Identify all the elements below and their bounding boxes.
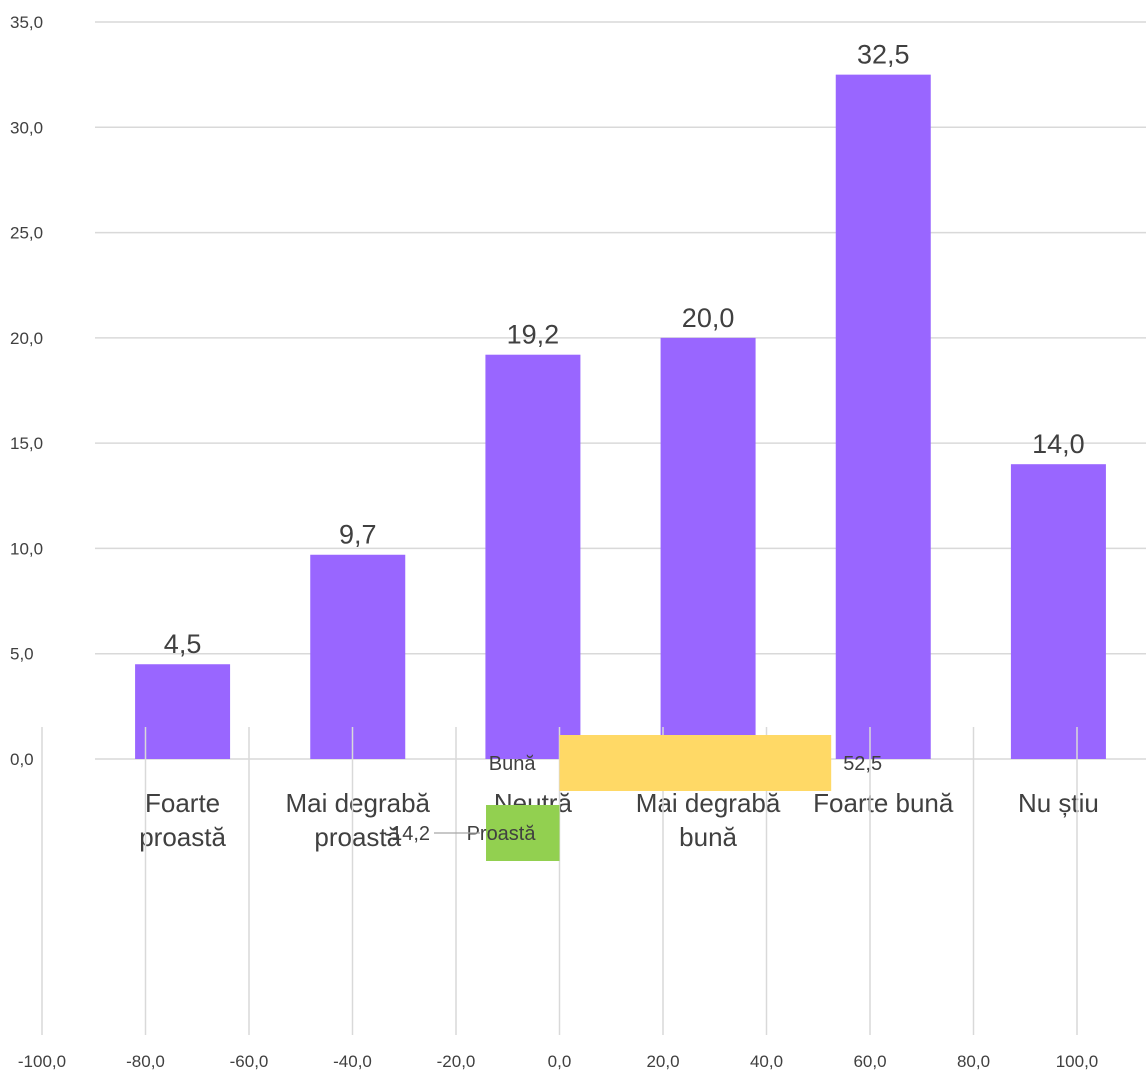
x-tick-label: -20,0 <box>437 1052 476 1071</box>
x-tick-label: 20,0 <box>646 1052 679 1071</box>
x-category-label: Nu știu <box>1018 788 1099 818</box>
bar <box>660 337 756 759</box>
y-tick-label: 25,0 <box>10 224 43 243</box>
hbar <box>486 805 560 861</box>
x-category-label: proastă <box>314 822 401 852</box>
bar <box>835 74 931 759</box>
bar-value-label: 20,0 <box>682 303 735 333</box>
bar <box>135 664 231 759</box>
y-tick-label: 20,0 <box>10 329 43 348</box>
bar <box>485 354 581 759</box>
hbar-value-label: 52,5 <box>843 753 882 775</box>
horizontal-bar-chart: -100,0 -80,0 -60,0 -40,0 -20,0 0,0 20,0 40,0 60,… <box>18 727 1098 1071</box>
y-tick-label: 10,0 <box>10 539 43 558</box>
x-tick-label: 60,0 <box>853 1052 886 1071</box>
x-tick-label: 40,0 <box>750 1052 783 1071</box>
y-tick-label: 35,0 <box>10 13 43 32</box>
x-category-label: Mai degrabă <box>285 788 430 818</box>
bar-value-label: 4,5 <box>164 629 202 659</box>
bar-value-label: 14,0 <box>1032 429 1085 459</box>
x-tick-label: -80,0 <box>126 1052 165 1071</box>
x-tick-label: 0,0 <box>548 1052 572 1071</box>
bar-value-label: 9,7 <box>339 520 377 550</box>
bar-value-label: 19,2 <box>507 320 560 350</box>
x-category-label: bună <box>679 822 737 852</box>
hbar-category-label: Bună <box>489 753 537 775</box>
vertical-bar-chart: 0,0 5,0 10,0 15,0 20,0 25,0 30,0 35,0 4,5 Foarte p… <box>10 13 1146 852</box>
bar <box>310 554 406 759</box>
x-category-label: proastă <box>139 822 226 852</box>
bar <box>1010 464 1106 759</box>
y-tick-label: 0,0 <box>10 750 34 769</box>
y-tick-label: 15,0 <box>10 434 43 453</box>
y-tick-label: 5,0 <box>10 645 34 664</box>
x-tick-label: -40,0 <box>333 1052 372 1071</box>
x-category-label: Foarte <box>145 788 220 818</box>
hbar-value-label: -14,2 <box>384 823 430 845</box>
x-tick-label: 80,0 <box>957 1052 990 1071</box>
hbar <box>559 735 832 791</box>
x-tick-label: 100,0 <box>1056 1052 1099 1071</box>
bar-value-label: 32,5 <box>857 40 910 70</box>
x-category-label: Mai degrabă <box>636 788 781 818</box>
y-tick-label: 30,0 <box>10 118 43 137</box>
x-tick-label: -100,0 <box>18 1052 66 1071</box>
x-tick-label: -60,0 <box>230 1052 269 1071</box>
x-category-label: Foarte bună <box>813 788 954 818</box>
hbar-category-label: Proastă <box>467 823 537 845</box>
